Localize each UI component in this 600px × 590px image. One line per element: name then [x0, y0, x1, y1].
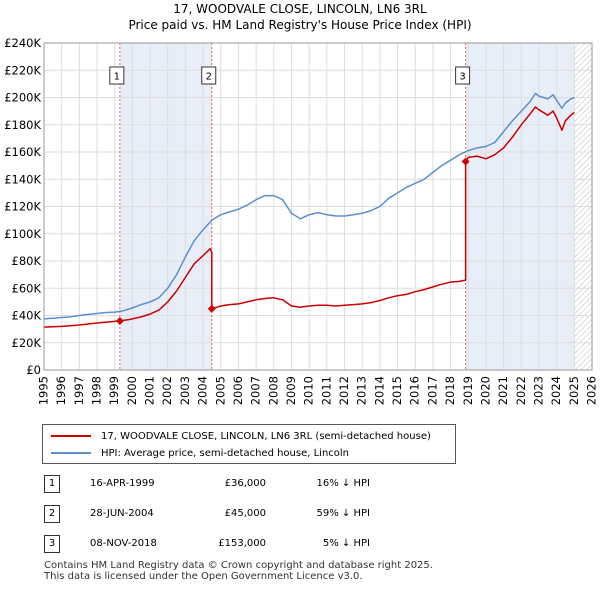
x-tick-label: 2019 [461, 376, 475, 405]
x-tick-label: 2015 [390, 376, 404, 405]
y-tick-label: £100K [4, 227, 41, 241]
x-tick-label: 2006 [231, 376, 245, 405]
transaction-marker: 3 [44, 535, 60, 553]
y-tick-label: £120K [4, 200, 41, 214]
sale-marker-label: 3 [459, 72, 465, 83]
x-tick-label: 2025 [567, 376, 581, 405]
x-tick-label: 2009 [284, 376, 298, 405]
y-tick-label: £160K [4, 145, 41, 159]
x-tick-label: 2004 [196, 376, 210, 405]
hpi-line-swatch [51, 452, 91, 454]
transaction-date: 28-JUN-2004 [90, 508, 154, 519]
x-tick-label: 1997 [72, 376, 86, 405]
sale-point [461, 157, 470, 166]
y-tick-label: £60K [12, 281, 42, 295]
x-tick-label: 2013 [355, 376, 369, 405]
y-tick-label: £220K [4, 63, 41, 77]
sale-point [207, 304, 216, 313]
x-tick-label: 2014 [372, 376, 386, 405]
y-tick-label: £0 [26, 363, 41, 377]
sale-marker-label-box [455, 66, 471, 85]
sale-point [115, 316, 124, 325]
x-tick-label: 2002 [160, 376, 174, 405]
x-tick-label: 2022 [514, 376, 528, 405]
plot-border [43, 42, 593, 371]
x-tick-label: 2026 [585, 376, 599, 405]
legend-property-label: 17, WOODVALE CLOSE, LINCOLN, LN6 3RL (se… [101, 430, 431, 442]
sale-marker-label: 2 [206, 72, 212, 83]
transaction-date: 16-APR-1999 [90, 478, 155, 489]
x-tick-label: 1998 [90, 376, 104, 405]
x-tick-label: 2020 [478, 376, 492, 405]
x-tick-label: 2024 [549, 376, 563, 405]
transaction-price: £45,000 [224, 508, 266, 519]
price-chart: 1 2 3 £0 £20K £40K £60K £80K £100K £120K £140K £16… [4, 36, 599, 405]
x-tick-label: 2010 [302, 376, 316, 405]
chart-title: 17, WOODVALE CLOSE, LINCOLN, LN6 3RL [173, 2, 427, 16]
chart-subtitle: Price paid vs. HM Land Registry's House … [128, 18, 472, 32]
footer-copyright: Contains HM Land Registry data © Crown c… [44, 560, 433, 571]
x-tick-label: 2018 [443, 376, 457, 405]
x-tick-label: 2021 [496, 376, 510, 405]
x-tick-label: 2005 [213, 376, 227, 405]
x-tick-label: 1999 [107, 376, 121, 405]
transaction-date: 08-NOV-2018 [90, 538, 157, 549]
transaction-hpi-diff: 5% ↓ HPI [322, 538, 370, 549]
x-tick-label: 1995 [37, 376, 51, 405]
footer-license: This data is licensed under the Open Gov… [44, 571, 363, 582]
x-tick-label: 2001 [143, 376, 157, 405]
sale-marker-label-box [109, 66, 125, 85]
x-tick-label: 2016 [408, 376, 422, 405]
x-tick-label: 2017 [425, 376, 439, 405]
sale-marker-label: 1 [114, 72, 120, 83]
x-tick-label: 2012 [337, 376, 351, 405]
x-tick-label: 2011 [319, 376, 333, 405]
y-tick-label: £240K [4, 36, 41, 50]
transaction-price: £36,000 [224, 478, 266, 489]
y-tick-label: £40K [12, 309, 42, 323]
y-tick-label: £200K [4, 91, 41, 105]
transaction-price: £153,000 [218, 538, 266, 549]
legend-item-hpi: HPI: Average price, semi-detached house,… [51, 445, 349, 461]
transaction-hpi-diff: 59% ↓ HPI [316, 508, 370, 519]
x-tick-label: 2007 [249, 376, 263, 405]
x-tick-label: 2023 [531, 376, 545, 405]
series-line [43, 106, 575, 328]
transaction-marker: 1 [44, 475, 60, 493]
x-tick-label: 1996 [54, 376, 68, 405]
transaction-hpi-diff: 16% ↓ HPI [316, 478, 370, 489]
y-tick-label: £140K [4, 172, 41, 186]
y-tick-label: £180K [4, 118, 41, 132]
y-tick-label: £20K [12, 336, 42, 350]
x-tick-label: 2000 [125, 376, 139, 405]
legend-item-property: 17, WOODVALE CLOSE, LINCOLN, LN6 3RL (se… [51, 428, 431, 444]
x-tick-label: 2008 [266, 376, 280, 405]
x-tick-label: 2003 [178, 376, 192, 405]
series-line [43, 92, 575, 320]
legend-hpi-label: HPI: Average price, semi-detached house,… [101, 447, 350, 459]
chart-legend: 17, WOODVALE CLOSE, LINCOLN, LN6 3RL (se… [42, 424, 456, 464]
property-line-swatch [51, 435, 91, 437]
sale-marker-label-box [201, 66, 217, 85]
y-tick-label: £80K [12, 254, 42, 268]
transaction-marker: 2 [44, 505, 60, 523]
